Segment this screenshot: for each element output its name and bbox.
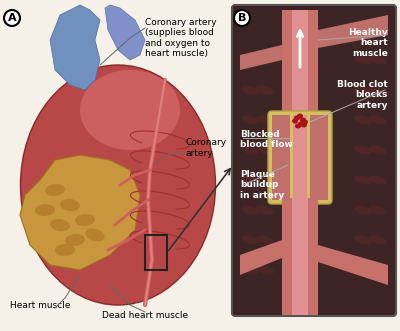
Ellipse shape: [55, 244, 75, 256]
Ellipse shape: [256, 146, 274, 155]
Ellipse shape: [10, 35, 220, 305]
Polygon shape: [240, 240, 282, 275]
Ellipse shape: [256, 85, 274, 95]
Text: Dead heart muscle: Dead heart muscle: [102, 310, 188, 319]
Polygon shape: [318, 245, 388, 285]
Ellipse shape: [354, 235, 372, 245]
Ellipse shape: [297, 114, 303, 118]
Ellipse shape: [369, 265, 387, 274]
Ellipse shape: [35, 204, 55, 216]
Ellipse shape: [292, 118, 298, 123]
Ellipse shape: [354, 206, 372, 214]
Ellipse shape: [354, 146, 372, 155]
Ellipse shape: [241, 265, 259, 274]
Ellipse shape: [256, 175, 274, 184]
Bar: [310, 115, 328, 200]
Ellipse shape: [241, 235, 259, 245]
FancyBboxPatch shape: [282, 10, 292, 120]
FancyBboxPatch shape: [292, 198, 308, 315]
Ellipse shape: [256, 56, 274, 65]
Ellipse shape: [302, 119, 308, 124]
Polygon shape: [50, 5, 100, 90]
Ellipse shape: [294, 116, 300, 120]
Ellipse shape: [241, 206, 259, 214]
Bar: [272, 115, 290, 200]
Ellipse shape: [369, 85, 387, 95]
FancyBboxPatch shape: [232, 5, 396, 316]
Ellipse shape: [369, 175, 387, 184]
Ellipse shape: [369, 206, 387, 214]
FancyBboxPatch shape: [235, 8, 393, 313]
Text: A: A: [8, 13, 16, 23]
Text: Blood clot
blocks
artery: Blood clot blocks artery: [337, 80, 388, 110]
Ellipse shape: [295, 123, 301, 128]
Ellipse shape: [298, 121, 304, 126]
Ellipse shape: [234, 10, 250, 26]
Ellipse shape: [75, 214, 95, 226]
Ellipse shape: [60, 199, 80, 212]
Ellipse shape: [241, 116, 259, 124]
Polygon shape: [20, 155, 140, 270]
Bar: [293, 115, 307, 200]
Ellipse shape: [369, 56, 387, 65]
Ellipse shape: [369, 235, 387, 245]
Ellipse shape: [85, 228, 105, 242]
Text: B: B: [238, 13, 246, 23]
Ellipse shape: [369, 116, 387, 124]
Polygon shape: [240, 45, 282, 70]
Ellipse shape: [354, 56, 372, 65]
Ellipse shape: [300, 118, 306, 122]
Text: Plaque
buildup
in artery: Plaque buildup in artery: [240, 170, 284, 200]
Ellipse shape: [65, 234, 85, 246]
Polygon shape: [318, 15, 388, 48]
Ellipse shape: [50, 219, 70, 231]
Ellipse shape: [256, 235, 274, 245]
FancyBboxPatch shape: [308, 198, 318, 315]
Ellipse shape: [256, 265, 274, 274]
Text: Coronary
artery: Coronary artery: [185, 138, 226, 158]
Ellipse shape: [80, 70, 180, 150]
Ellipse shape: [241, 146, 259, 155]
Text: Healthy
heart
muscle: Healthy heart muscle: [348, 28, 388, 58]
Ellipse shape: [354, 85, 372, 95]
Ellipse shape: [4, 10, 20, 26]
Ellipse shape: [20, 65, 216, 305]
Ellipse shape: [369, 146, 387, 155]
Ellipse shape: [256, 116, 274, 124]
Ellipse shape: [354, 265, 372, 274]
Ellipse shape: [301, 122, 307, 127]
FancyBboxPatch shape: [268, 111, 332, 204]
FancyBboxPatch shape: [282, 198, 292, 315]
Ellipse shape: [241, 85, 259, 95]
Text: Blocked
blood flow: Blocked blood flow: [240, 130, 293, 149]
Polygon shape: [105, 5, 145, 60]
Ellipse shape: [354, 116, 372, 124]
Ellipse shape: [256, 206, 274, 214]
Text: Coronary artery
(supplies blood
and oxygen to
heart muscle): Coronary artery (supplies blood and oxyg…: [145, 18, 217, 58]
Text: Heart muscle: Heart muscle: [10, 301, 70, 309]
FancyBboxPatch shape: [308, 10, 318, 120]
Ellipse shape: [241, 175, 259, 184]
Bar: [145, 235, 167, 270]
Ellipse shape: [241, 56, 259, 65]
Ellipse shape: [45, 184, 65, 196]
FancyBboxPatch shape: [292, 10, 308, 120]
Ellipse shape: [354, 175, 372, 184]
